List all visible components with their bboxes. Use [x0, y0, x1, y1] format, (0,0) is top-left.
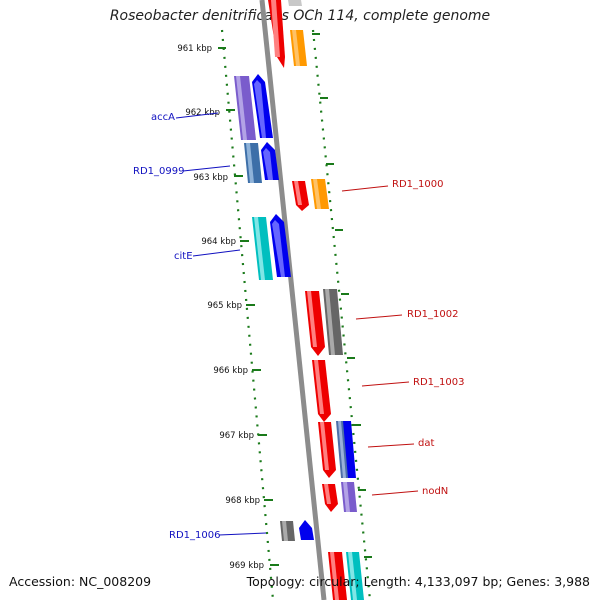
gene-arrow — [299, 520, 314, 540]
gene-label-left: accA — [151, 112, 175, 123]
gene-label-right: RD1_1002 — [407, 309, 458, 320]
gene-label-left: RD1_1006 — [169, 530, 220, 541]
tick-labels: 961 kbp 962 kbp 963 kbp 964 kbp 965 kbp … — [177, 44, 264, 571]
gene-arrow — [292, 30, 300, 66]
tick-label: 961 kbp — [177, 44, 212, 54]
gene-arrow — [254, 80, 266, 138]
label-leader-line — [361, 381, 410, 387]
right-dotted-guide — [311, 29, 372, 600]
gene-arrow — [272, 220, 285, 277]
gene-arrow — [288, 0, 302, 6]
gene-arrows — [234, 0, 364, 600]
label-leader-line — [367, 443, 415, 448]
accession-text: Accession: NC_008209 — [9, 574, 152, 589]
gene-label-right: dat — [418, 438, 434, 449]
tick-label: 963 kbp — [193, 173, 228, 183]
tick-label: 964 kbp — [201, 237, 236, 247]
gene-label-right: RD1_1000 — [392, 179, 443, 190]
label-leader-line — [371, 490, 419, 496]
gene-label-left: RD1_0999 — [133, 166, 184, 177]
gene-arrow — [338, 421, 346, 478]
gene-arrow — [325, 289, 335, 355]
map-title: Roseobacter denitrificans OCh 114, compl… — [109, 8, 491, 24]
label-leader-line — [355, 314, 403, 320]
gene-arrow — [254, 217, 265, 280]
gene-arrow — [324, 484, 331, 504]
label-leader-line — [175, 112, 219, 119]
gene-label-right: nodN — [422, 486, 448, 497]
gene-label-right: RD1_1003 — [413, 377, 464, 388]
left-gene-labels: accA RD1_0999 citE RD1_1006 — [133, 112, 267, 541]
tick-label: 969 kbp — [229, 561, 264, 571]
label-leader-line — [218, 532, 267, 536]
gene-arrow — [246, 143, 254, 183]
gene-arrow — [314, 360, 324, 414]
gene-arrow — [348, 552, 357, 600]
gene-arrow — [294, 181, 302, 205]
gene-arrow — [236, 76, 247, 140]
genome-backbone — [259, 0, 327, 600]
gene-arrow — [343, 482, 350, 512]
gene-arrow — [313, 179, 321, 209]
tick-label: 966 kbp — [213, 366, 248, 376]
tick-label: 968 kbp — [225, 496, 260, 506]
label-leader-line — [341, 185, 389, 192]
gene-arrow — [271, 0, 280, 57]
tick-label: 967 kbp — [219, 431, 254, 441]
right-gene-labels: RD1_1000 RD1_1002 RD1_1003 dat nodN — [341, 179, 464, 497]
label-leader-line — [182, 165, 231, 172]
tick-label: 965 kbp — [207, 301, 242, 311]
gene-arrow — [263, 148, 273, 180]
gene-arrow — [307, 291, 317, 347]
gene-arrow — [343, 421, 356, 478]
gene-label-left: citE — [174, 251, 193, 262]
gene-arrow — [330, 552, 339, 600]
gene-arrow — [282, 521, 288, 541]
gene-arrow — [320, 422, 329, 470]
tick-label: 962 kbp — [185, 108, 220, 118]
tick-marks — [218, 33, 372, 566]
label-leader-line — [192, 249, 241, 257]
genome-summary-text: Topology: circular; Length: 4,133,097 bp… — [246, 574, 590, 589]
